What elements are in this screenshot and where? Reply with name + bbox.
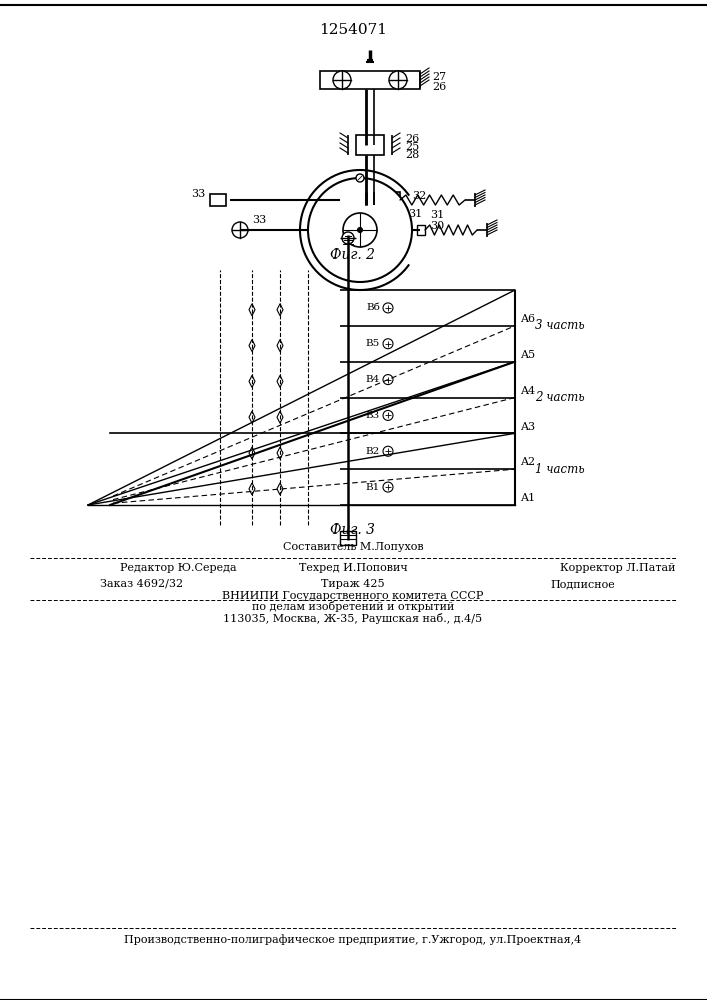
Text: B5: B5 [366,339,380,348]
Text: 33: 33 [252,215,267,225]
Text: B1: B1 [366,483,380,492]
Text: Фиг. 2: Фиг. 2 [330,248,375,262]
Circle shape [383,446,393,456]
Text: B2: B2 [366,447,380,456]
Circle shape [232,222,248,238]
Circle shape [383,482,393,492]
Text: A4: A4 [520,386,535,396]
Text: B4: B4 [366,375,380,384]
Text: Составитель М.Лопухов: Составитель М.Лопухов [283,542,423,552]
Text: 33: 33 [191,189,205,199]
Circle shape [389,71,407,89]
Circle shape [343,213,377,247]
Polygon shape [249,340,255,352]
Polygon shape [277,304,283,316]
Text: Подписное: Подписное [550,579,615,589]
Text: 31: 31 [430,210,444,220]
Text: 113035, Москва, Ж-35, Раушская наб., д.4/5: 113035, Москва, Ж-35, Раушская наб., д.4… [223,612,483,624]
Text: по делам изобретений и открытий: по делам изобретений и открытий [252,601,454,612]
Circle shape [308,178,412,282]
Polygon shape [277,340,283,352]
Text: 3 часть: 3 часть [535,319,585,332]
Text: 2 часть: 2 часть [535,391,585,404]
Text: 26: 26 [405,134,419,144]
Text: A1: A1 [520,493,535,503]
Text: Корректор Л.Патай: Корректор Л.Патай [560,563,675,573]
Bar [210,194,226,206]
Circle shape [383,410,393,420]
Circle shape [383,303,393,313]
Text: A6: A6 [520,314,535,324]
Text: ВНИИПИ Государственного комитета СССР: ВНИИПИ Государственного комитета СССР [222,591,484,601]
Polygon shape [277,375,283,387]
Text: 1 часть: 1 часть [535,463,585,476]
Circle shape [356,174,364,182]
Circle shape [333,71,351,89]
Text: Вб: Вб [366,303,380,312]
Text: Техред И.Попович: Техред И.Попович [298,563,407,573]
Polygon shape [277,411,283,423]
Circle shape [383,375,393,385]
Bar [417,225,425,235]
Text: 27: 27 [432,72,446,82]
Bar [320,71,420,89]
Polygon shape [249,304,255,316]
Text: 28: 28 [405,150,419,160]
Text: 1254071: 1254071 [319,23,387,37]
Text: Производственно-полиграфическое предприятие, г.Ужгород, ул.Проектная,4: Производственно-полиграфическое предприя… [124,935,582,945]
Polygon shape [249,483,255,495]
Text: Фиг. 3: Фиг. 3 [330,523,375,537]
Polygon shape [249,411,255,423]
Bar [340,531,356,545]
Polygon shape [277,447,283,459]
Polygon shape [249,447,255,459]
Polygon shape [249,375,255,387]
Bar [356,135,384,155]
Text: A3: A3 [520,422,535,432]
Text: 26: 26 [432,82,446,92]
Circle shape [342,232,354,244]
Bar [340,192,400,208]
Text: A2: A2 [520,457,535,467]
Polygon shape [277,483,283,495]
Text: Тираж 425: Тираж 425 [321,579,385,589]
Text: 32: 32 [412,191,426,201]
Text: Заказ 4692/32: Заказ 4692/32 [100,579,183,589]
Text: 25: 25 [405,142,419,152]
Text: 30: 30 [430,221,444,231]
Circle shape [383,339,393,349]
Text: A5: A5 [520,350,535,360]
Circle shape [358,228,363,232]
Text: B3: B3 [366,411,380,420]
Text: Редактор Ю.Середа: Редактор Ю.Середа [120,563,237,573]
Text: 31: 31 [408,209,422,219]
